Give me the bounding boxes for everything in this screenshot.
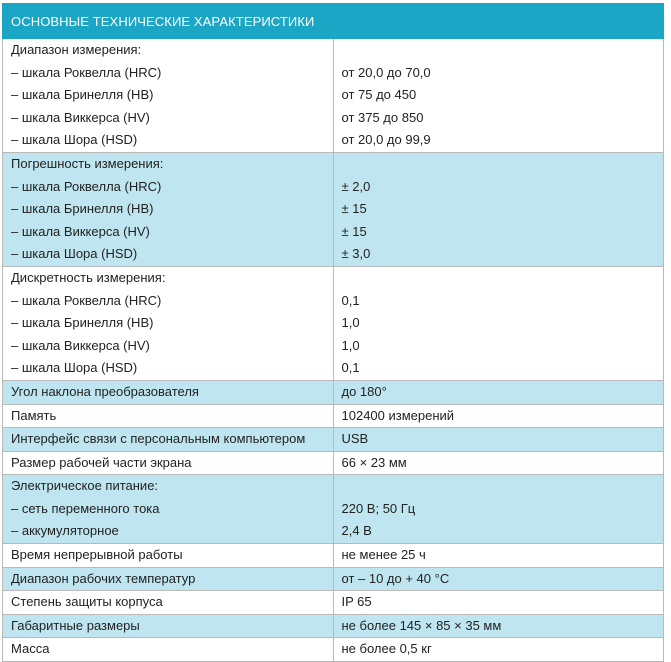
table-row: Интерфейс связи с персональным компьютер… (2, 427, 664, 452)
table-row: Масса не более 0,5 кг (2, 637, 664, 662)
parameter-title: Габаритные размеры (11, 617, 140, 633)
sub-parameter-value: 1,0 (341, 315, 360, 331)
sub-parameter-value: 1,0 (341, 337, 360, 353)
parameter-cell: Память (2, 403, 334, 429)
value-cell: ± 2,0 ± 15 ± 15 ± 3,0 (332, 151, 664, 267)
parameter-title: Угол наклона преобразователя (11, 383, 199, 399)
value-cell: не менее 25 ч (332, 543, 664, 568)
sub-parameter-label: – шкала Бринелля (HB) (11, 87, 154, 103)
table-row: Степень защиты корпуса IP 65 (2, 590, 664, 615)
parameter-value: USB (341, 431, 369, 447)
sub-parameter-label: – сеть переменного тока (11, 500, 160, 516)
value-cell: 220 В; 50 Гц 2,4 В (332, 474, 664, 545)
sub-parameter-value: 2,4 В (341, 523, 372, 539)
parameter-cell: Угол наклона преобразователя (2, 379, 334, 405)
table-row: Габаритные размеры не более 145 × 85 × 35… (2, 613, 664, 639)
parameter-title: Погрешность измерения: (11, 155, 164, 171)
sub-parameter-label: – шкала Виккерса (HV) (11, 223, 150, 239)
parameter-value: IP 65 (341, 594, 372, 610)
value-cell: от – 10 до + 40 °С (332, 566, 664, 592)
parameter-value: 102400 измерений (341, 407, 455, 423)
parameter-title: Память (11, 407, 57, 423)
parameter-title: Время непрерывной работы (11, 547, 183, 563)
sub-parameter-label: – шкала Шора (HSD) (11, 246, 138, 262)
table-row: Дискретность измерения: – шкала Роквелла … (2, 265, 664, 381)
parameter-value: не более 145 × 85 × 35 мм (341, 617, 502, 633)
parameter-title: Интерфейс связи с персональным компьютер… (11, 431, 306, 447)
table-row: Угол наклона преобразователя до 180° (2, 379, 664, 405)
parameter-value: не менее 25 ч (341, 547, 426, 563)
parameter-title: Масса (11, 641, 50, 657)
parameter-cell: Погрешность измерения: – шкала Роквелла (… (2, 151, 334, 267)
parameter-cell: Время непрерывной работы (2, 543, 334, 568)
value-spacer (334, 267, 664, 290)
sub-parameter-value: 0,1 (341, 360, 360, 376)
value-cell: не более 0,5 кг (332, 637, 664, 662)
parameter-value: 66 × 23 мм (341, 454, 407, 470)
parameter-cell: Диапазон рабочих температур (2, 566, 334, 592)
sub-parameter-value: от 20,0 до 99,9 (341, 132, 431, 148)
table-row: Электрическое питание: – сеть переменного… (2, 474, 664, 545)
sub-parameter-label: – шкала Роквелла (HRC) (11, 64, 162, 80)
value-spacer (334, 153, 664, 176)
sub-parameter-label: – аккумуляторное (11, 523, 119, 539)
sub-parameter-label: – шкала Роквелла (HRC) (11, 178, 162, 194)
parameter-title: Дискретность измерения: (11, 269, 166, 285)
parameter-cell: Интерфейс связи с персональным компьютер… (2, 427, 334, 452)
value-cell: IP 65 (332, 590, 664, 615)
sub-parameter-value: ± 3,0 (341, 246, 371, 262)
sub-parameter-label: – шкала Виккерса (HV) (11, 337, 150, 353)
sub-parameter-label: – шкала Шора (HSD) (11, 132, 138, 148)
parameter-value: от – 10 до + 40 °С (341, 570, 450, 586)
parameter-value: не более 0,5 кг (341, 641, 432, 657)
value-cell: 66 × 23 мм (332, 450, 664, 476)
specifications-table: ОСНОВНЫЕ ТЕХНИЧЕСКИЕ ХАРАКТЕРИСТИКИ Диап… (2, 3, 664, 662)
table-row: Диапазон рабочих температур от – 10 до + … (2, 566, 664, 592)
parameter-cell: Степень защиты корпуса (2, 590, 334, 615)
table-title: ОСНОВНЫЕ ТЕХНИЧЕСКИЕ ХАРАКТЕРИСТИКИ (2, 3, 664, 39)
sub-parameter-value: ± 15 (341, 201, 367, 217)
value-cell: от 20,0 до 70,0 от 75 до 450 от 375 до 850… (332, 38, 664, 153)
parameter-value: до 180° (341, 383, 387, 399)
sub-parameter-label: – шкала Бринелля (HB) (11, 315, 154, 331)
value-cell: до 180° (332, 379, 664, 405)
table-row: Погрешность измерения: – шкала Роквелла (… (2, 151, 664, 267)
sub-parameter-label: – шкала Виккерса (HV) (11, 109, 150, 125)
parameter-title: Электрическое питание: (11, 478, 159, 494)
parameter-title: Диапазон измерения: (11, 42, 142, 57)
sub-parameter-value: от 20,0 до 70,0 (341, 64, 431, 80)
sub-parameter-value: от 375 до 850 (341, 109, 424, 125)
sub-parameter-label: – шкала Бринелля (HB) (11, 201, 154, 217)
parameter-cell: Размер рабочей части экрана (2, 450, 334, 476)
parameter-title: Степень защиты корпуса (11, 594, 163, 610)
value-cell: 0,1 1,0 1,0 0,1 (332, 265, 664, 381)
parameter-title: Диапазон рабочих температур (11, 570, 196, 586)
parameter-cell: Диапазон измерения: – шкала Роквелла (HRC… (2, 38, 334, 153)
table-header-row: ОСНОВНЫЕ ТЕХНИЧЕСКИЕ ХАРАКТЕРИСТИКИ (2, 3, 664, 39)
value-spacer (334, 475, 664, 498)
table-row: Память 102400 измерений (2, 403, 664, 429)
table-row: Диапазон измерения: – шкала Роквелла (HRC… (2, 38, 664, 153)
value-cell: не более 145 × 85 × 35 мм (332, 613, 664, 639)
table-body: Диапазон измерения: – шкала Роквелла (HRC… (2, 38, 664, 662)
parameter-title: Размер рабочей части экрана (11, 454, 192, 470)
table-row: Время непрерывной работы не менее 25 ч (2, 543, 664, 568)
sub-parameter-value: 220 В; 50 Гц (341, 500, 416, 516)
sub-parameter-label: – шкала Роквелла (HRC) (11, 292, 162, 308)
value-cell: USB (332, 427, 664, 452)
sub-parameter-value: ± 2,0 (341, 178, 371, 194)
sub-parameter-value: 0,1 (341, 292, 360, 308)
sub-parameter-label: – шкала Шора (HSD) (11, 360, 138, 376)
parameter-cell: Габаритные размеры (2, 613, 334, 639)
parameter-cell: Электрическое питание: – сеть переменного… (2, 474, 334, 545)
parameter-cell: Дискретность измерения: – шкала Роквелла … (2, 265, 334, 381)
sub-parameter-value: от 75 до 450 (341, 87, 417, 103)
value-cell: 102400 измерений (332, 403, 664, 429)
sub-parameter-value: ± 15 (341, 223, 367, 239)
parameter-cell: Масса (2, 637, 334, 662)
value-spacer (334, 39, 664, 62)
table-row: Размер рабочей части экрана 66 × 23 мм (2, 450, 664, 476)
